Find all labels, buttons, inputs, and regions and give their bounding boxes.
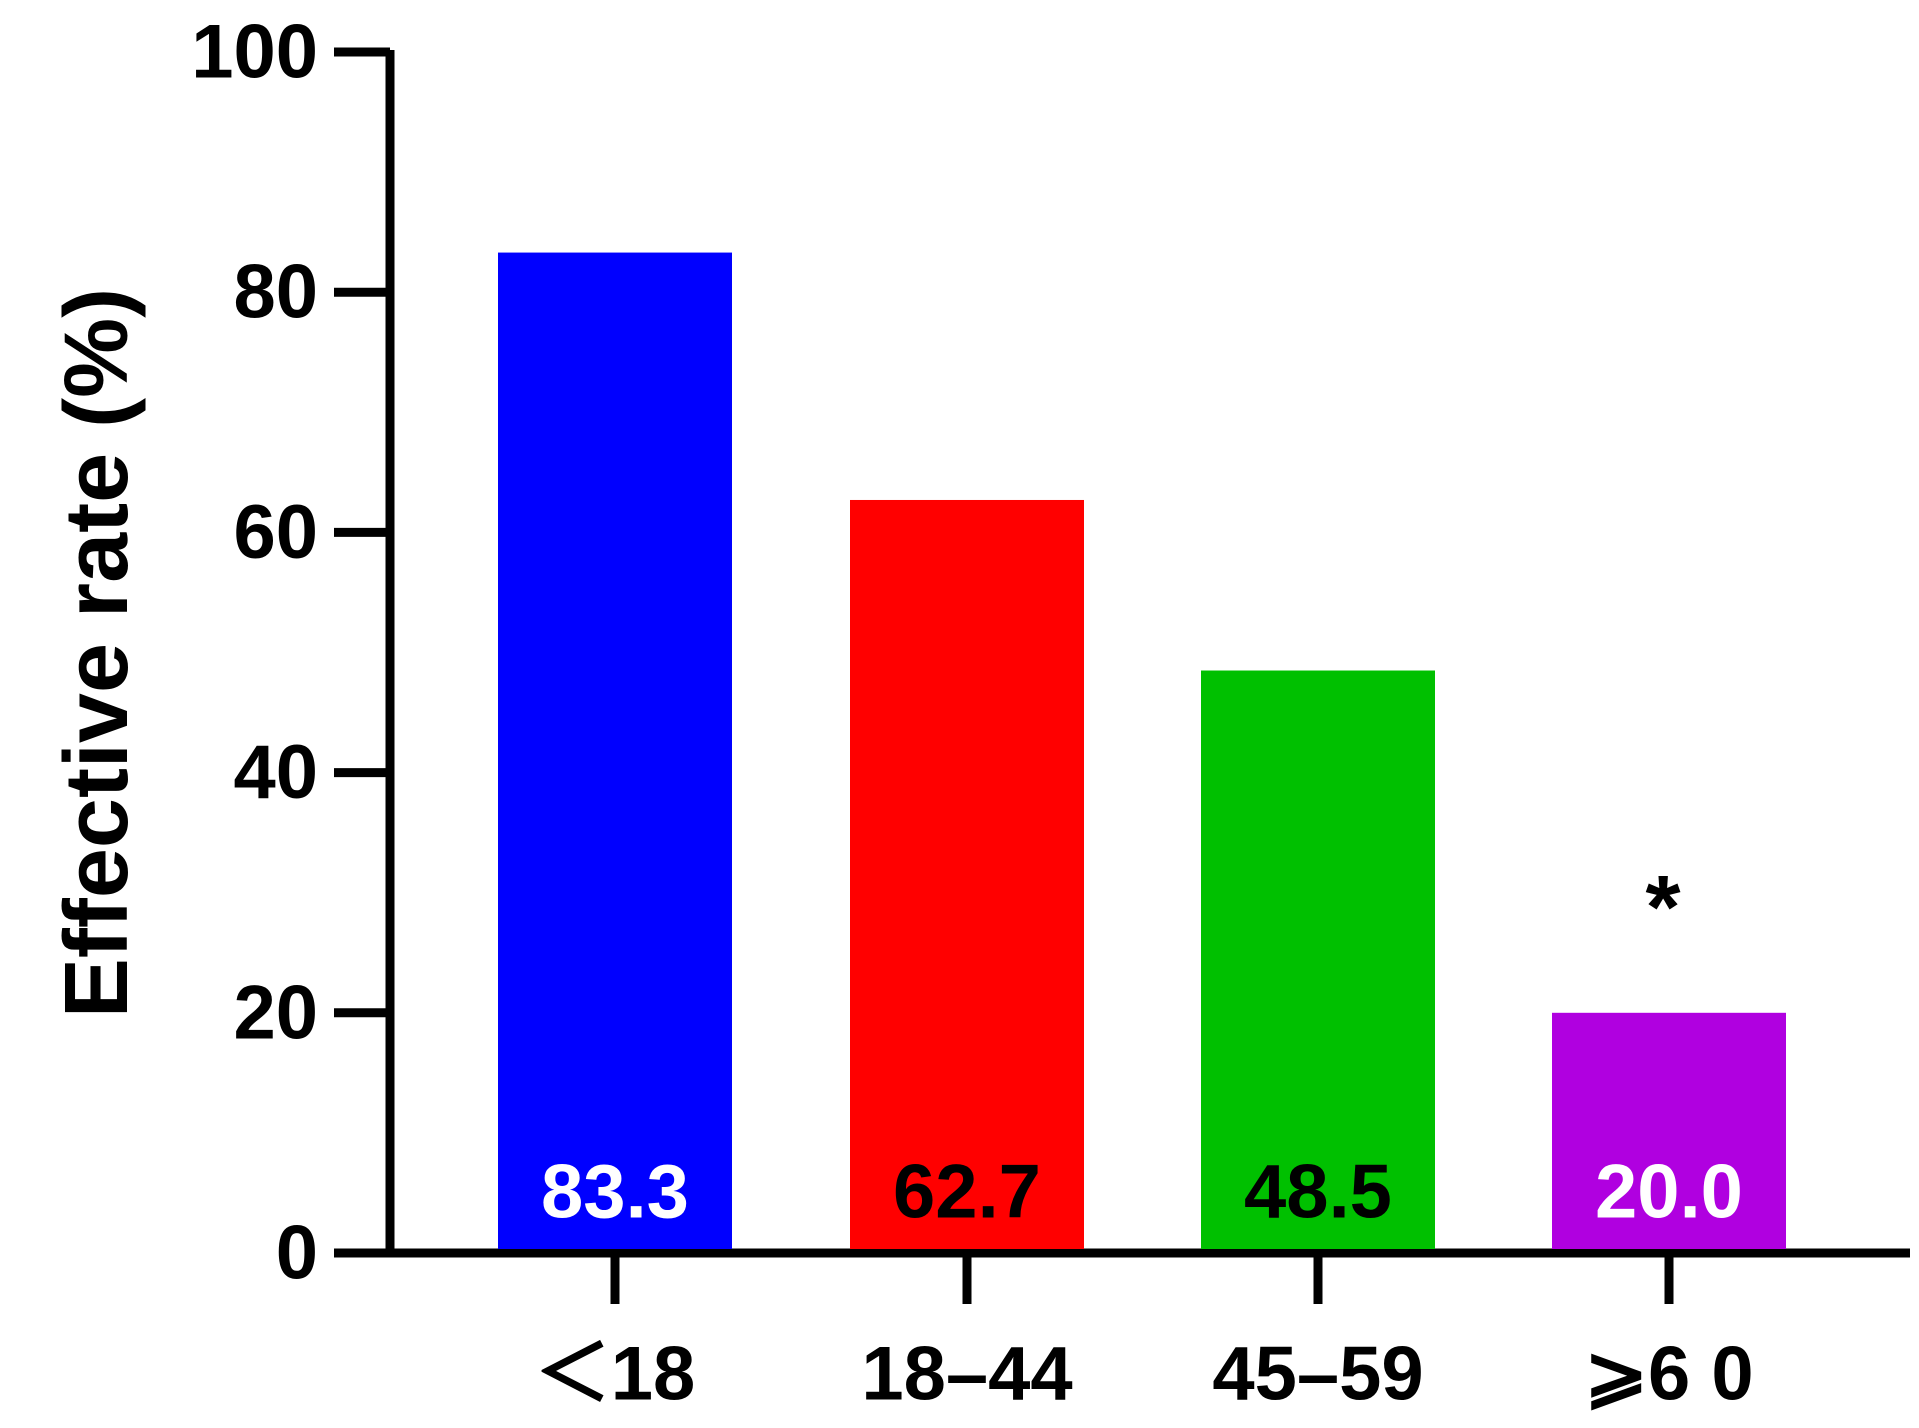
y-tick-label: 60	[233, 490, 318, 575]
x-tick-label: ＜18	[535, 1332, 696, 1417]
y-tick-label: 40	[233, 730, 318, 815]
bar-value-label: 83.3	[541, 1150, 689, 1235]
bar-value-label: 48.5	[1244, 1150, 1392, 1235]
bar	[1201, 670, 1435, 1249]
y-tick-label: 100	[191, 10, 318, 95]
y-tick-label: 20	[233, 970, 318, 1055]
significance-asterisk: *	[1645, 858, 1680, 958]
x-tick-label: ⩾6 0	[1584, 1332, 1753, 1417]
bar-value-label: 20.0	[1595, 1150, 1743, 1235]
y-tick-label: 0	[276, 1211, 318, 1296]
bar-value-label: 62.7	[893, 1150, 1041, 1235]
bar	[1552, 1012, 1786, 1249]
x-axis-ticks: ＜18 18–44 45–59 ⩾6 0	[535, 1253, 1754, 1417]
bars-group: 83.3 62.7 48.5 20.0 *	[498, 252, 1786, 1249]
x-tick-label: 18–44	[861, 1332, 1072, 1417]
y-axis-title: Effective rate (%)	[47, 288, 147, 1018]
x-tick-label: 45–59	[1212, 1332, 1423, 1417]
bar	[850, 499, 1084, 1249]
y-axis-ticks: 0 20 40 60 80 100	[191, 10, 390, 1296]
y-tick-label: 80	[233, 250, 318, 335]
bar	[498, 252, 732, 1249]
